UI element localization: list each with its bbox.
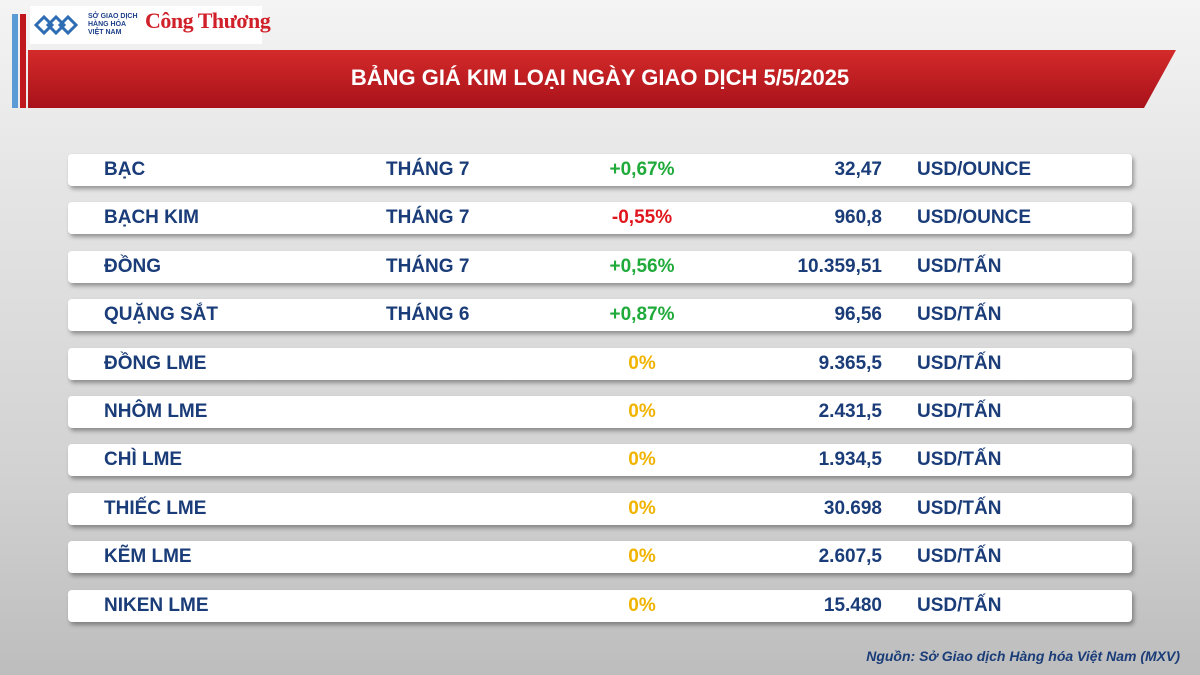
metal-name: QUẶNG SẮT	[104, 304, 218, 326]
contract-month: THÁNG 7	[386, 159, 470, 180]
change: +0,67%	[609, 159, 675, 180]
price: 9.365,5	[818, 352, 882, 374]
logo: SỞ GIAO DỊCH HÀNG HÓA VIỆT NAM	[30, 6, 262, 44]
price: 32,47	[834, 159, 882, 180]
price: 96,56	[834, 304, 882, 326]
change: 0%	[628, 449, 656, 471]
metal-name: ĐỒNG	[104, 255, 161, 277]
change: -0,55%	[611, 207, 673, 229]
logo-line: HÀNG HÓA	[88, 21, 127, 28]
table-row: ĐỒNG LME 0% 9.365,5 USD/TẤN	[68, 347, 1132, 380]
title-banner	[28, 50, 1176, 108]
logo-text: SỞ GIAO DỊCH HÀNG HÓA VIỆT NAM	[88, 13, 138, 37]
source: Nguồn: Sở Giao dịch Hàng hóa Việt Nam (M…	[866, 648, 1180, 664]
price: 1.934,5	[818, 449, 882, 471]
table-row: BẠC THÁNG 7 +0,67% 32,47 USD/OUNCE	[68, 154, 1132, 186]
metal-name: NIKEN LME	[104, 594, 209, 616]
unit: USD/TẤN	[917, 304, 1002, 326]
price: 15.480	[823, 594, 882, 616]
table-row: CHÌ LME 0% 1.934,5 USD/TẤN	[68, 444, 1132, 477]
table-row: KẼM LME 0% 2.607,5 USD/TẤN	[68, 541, 1132, 574]
price: 2.607,5	[818, 546, 882, 568]
price: 10.359,51	[797, 255, 882, 277]
change: 0%	[628, 497, 656, 519]
change: 0%	[628, 401, 656, 422]
change: 0%	[628, 352, 656, 374]
unit: USD/OUNCE	[917, 207, 1032, 229]
unit: USD/TẤN	[917, 255, 1002, 277]
metal-name: BẠC	[104, 159, 146, 180]
unit: USD/TẤN	[917, 594, 1002, 616]
price: 960,8	[834, 207, 882, 229]
table-row: NIKEN LME 0% 15.480 USD/TẤN	[68, 589, 1132, 622]
side-bar	[20, 14, 26, 108]
table-row: QUẶNG SẮT THÁNG 6 +0,87% 96,56 USD/TẤN	[68, 299, 1132, 332]
contract-month: THÁNG 7	[386, 255, 470, 277]
price: 30.698	[823, 497, 882, 519]
header-graphics	[28, 50, 1176, 108]
metal-name: NHÔM LME	[104, 401, 208, 422]
price: 2.431,5	[818, 401, 882, 422]
unit: USD/TẤN	[917, 497, 1002, 519]
unit: USD/TẤN	[917, 449, 1002, 471]
metal-name: THIẾC LME	[104, 497, 207, 519]
metal-name: BẠCH KIM	[104, 207, 199, 229]
change: +0,56%	[609, 255, 675, 277]
title: BẢNG GIÁ KIM LOẠI NGÀY GIAO DỊCH 5/5/202…	[350, 65, 850, 90]
change: 0%	[628, 594, 656, 616]
logo-icon	[34, 14, 79, 36]
table-row: THIẾC LME 0% 30.698 USD/TẤN	[68, 492, 1132, 525]
contract-month: THÁNG 6	[386, 304, 470, 326]
change: 0%	[628, 546, 656, 568]
metal-name: CHÌ LME	[104, 449, 183, 471]
logo-line: SỞ GIAO DỊCH	[88, 13, 138, 20]
unit: USD/TẤN	[917, 546, 1002, 568]
unit: USD/OUNCE	[917, 159, 1032, 180]
metal-name: ĐỒNG LME	[104, 352, 207, 374]
side-bar	[12, 14, 18, 108]
logo-paper: Công Thương	[145, 8, 271, 33]
metal-name: KẼM LME	[104, 546, 192, 568]
table-row: NHÔM LME 0% 2.431,5 USD/TẤN	[68, 396, 1132, 428]
contract-month: THÁNG 7	[386, 207, 470, 229]
table-row: BẠCH KIM THÁNG 7 -0,55% 960,8 USD/OUNCE	[68, 202, 1132, 235]
logo-line: VIỆT NAM	[88, 29, 122, 36]
unit: USD/TẤN	[917, 401, 1002, 422]
change: +0,87%	[609, 304, 675, 326]
unit: USD/TẤN	[917, 352, 1002, 374]
table-row: ĐỒNG THÁNG 7 +0,56% 10.359,51 USD/TẤN	[68, 250, 1132, 283]
